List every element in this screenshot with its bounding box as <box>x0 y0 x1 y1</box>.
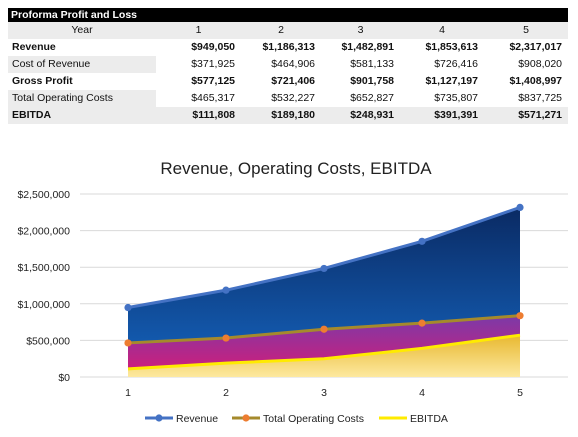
row-label: Gross Profit <box>12 75 73 87</box>
y-tick-label: $1,000,000 <box>17 299 70 311</box>
row-value: $721,406 <box>271 75 315 87</box>
row-value: $908,020 <box>518 58 563 70</box>
revenue-point <box>124 303 132 312</box>
profit-loss-table: Proforma Profit and Loss Year 1 2 3 4 5 … <box>8 8 569 124</box>
row-value: $248,931 <box>321 107 400 124</box>
row-value: $901,758 <box>350 75 394 87</box>
row-value: $189,180 <box>241 107 321 124</box>
table-row-cost-of-revenue: Cost of Revenue $371,925 $464,906 $581,1… <box>8 56 568 73</box>
revenue-point <box>418 237 426 245</box>
table-row-total-operating-costs: Total Operating Costs $465,317 $532,227 … <box>8 90 568 107</box>
row-value: $735,807 <box>434 92 478 104</box>
x-tick-label: 1 <box>125 387 131 399</box>
table-title: Proforma Profit and Loss <box>8 8 569 22</box>
table-row-ebitda: EBITDA $111,808 $189,180 $248,931 $391,3… <box>8 107 569 124</box>
year-header-cell: 5 <box>484 22 569 39</box>
x-axis-ticks: 1 2 3 4 5 <box>125 387 523 399</box>
row-label: EBITDA <box>8 107 156 124</box>
row-value: $111,808 <box>156 107 241 124</box>
legend-marker-total-operating-costs <box>242 414 250 422</box>
series-lines <box>124 203 524 371</box>
y-axis-ticks: $0 $500,000 $1,000,000 $1,500,000 $2,000,000… <box>17 189 70 384</box>
table-row-revenue: Revenue $949,050 $1,186,313 $1,482,891 $… <box>8 39 568 56</box>
row-value: $2,317,017 <box>509 41 563 53</box>
year-header-cell: 3 <box>321 22 400 39</box>
row-value: $1,127,197 <box>425 75 478 87</box>
legend: Revenue Total Operating Costs EBITDA <box>145 413 448 425</box>
row-value: $465,317 <box>191 92 235 104</box>
row-value: $726,416 <box>434 58 478 70</box>
revenue-point <box>320 264 328 273</box>
total-operating-costs-point <box>124 339 132 347</box>
chart-title: Revenue, Operating Costs, EBITDA <box>160 159 432 178</box>
row-value: $652,827 <box>350 92 394 104</box>
row-value: $371,925 <box>191 58 235 70</box>
row-value: $1,482,891 <box>341 41 394 53</box>
total-operating-costs-point <box>516 312 524 320</box>
revenue-costs-ebitda-area-chart: Revenue, Operating Costs, EBITDA $0 $500,… <box>17 159 568 425</box>
revenue-point <box>516 203 524 211</box>
row-value: $391,391 <box>400 107 484 124</box>
x-tick-label: 2 <box>223 387 229 399</box>
year-header-cell: 4 <box>400 22 484 39</box>
y-tick-label: $0 <box>58 372 70 384</box>
row-value: $571,271 <box>484 107 569 124</box>
row-value: $949,050 <box>191 41 235 53</box>
year-header-label: Year <box>8 22 156 39</box>
year-header-cell: 1 <box>156 22 241 39</box>
legend-label-total-operating-costs: Total Operating Costs <box>263 413 364 425</box>
y-tick-label: $2,000,000 <box>17 226 70 238</box>
row-label: Total Operating Costs <box>8 90 156 107</box>
row-value: $532,227 <box>271 92 315 104</box>
x-tick-label: 3 <box>321 387 327 399</box>
total-operating-costs-point <box>418 319 426 327</box>
legend-label-revenue: Revenue <box>176 413 218 425</box>
row-value: $1,408,997 <box>509 75 563 87</box>
ebitda-area <box>128 335 520 377</box>
y-tick-label: $2,500,000 <box>17 189 70 201</box>
y-tick-label: $500,000 <box>26 335 70 347</box>
row-value: $577,125 <box>191 75 235 87</box>
revenue-point <box>222 286 230 294</box>
ebitda-line <box>127 333 521 371</box>
row-label: Cost of Revenue <box>8 56 156 73</box>
series-areas <box>128 207 520 377</box>
row-value: $1,853,613 <box>425 41 478 53</box>
row-value: $1,186,313 <box>262 41 315 53</box>
legend-marker-revenue <box>155 414 163 422</box>
legend-label-ebitda: EBITDA <box>410 413 448 425</box>
total-operating-costs-point <box>320 325 328 333</box>
table-row-gross-profit: Gross Profit $577,125 $721,406 $901,758 … <box>8 73 568 90</box>
x-tick-label: 5 <box>517 387 523 399</box>
row-value: $581,133 <box>350 58 394 70</box>
year-header-cell: 2 <box>241 22 321 39</box>
row-value: $837,725 <box>518 92 563 104</box>
x-tick-label: 4 <box>419 387 425 399</box>
row-label: Revenue <box>12 41 56 53</box>
total-operating-costs-point <box>222 334 230 342</box>
y-tick-label: $1,500,000 <box>17 262 70 274</box>
row-value: $464,906 <box>271 58 315 70</box>
year-header-row: Year 1 2 3 4 5 <box>8 22 569 39</box>
